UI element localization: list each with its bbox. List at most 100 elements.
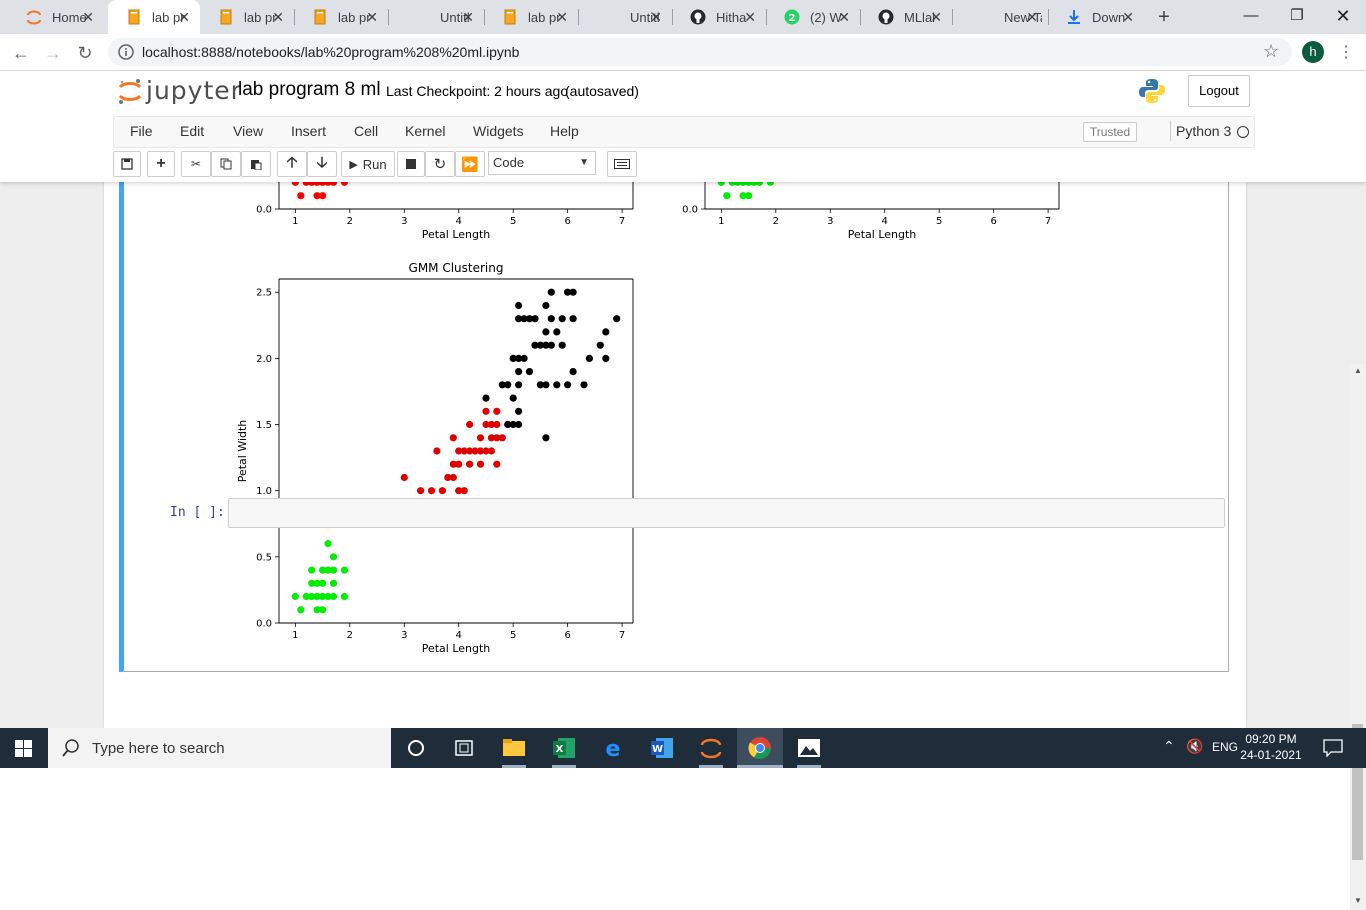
logout-button[interactable]: Logout xyxy=(1188,75,1250,107)
move-down-button[interactable]: 🡣 xyxy=(307,151,337,177)
minimize-window-button[interactable]: — xyxy=(1243,7,1259,24)
interrupt-button[interactable] xyxy=(397,151,425,177)
browser-menu-icon[interactable]: ⋮ xyxy=(1338,44,1354,61)
notifications-icon[interactable] xyxy=(1323,739,1343,757)
new-tab-button[interactable]: + xyxy=(1158,6,1170,28)
restore-window-button[interactable]: ❐ xyxy=(1290,7,1304,24)
browser-tab[interactable]: Down ✕ xyxy=(1048,0,1144,34)
tab-title: lab pr xyxy=(244,9,277,25)
jupyter-icon xyxy=(26,9,42,25)
jupyter-logo-icon[interactable] xyxy=(117,77,143,105)
file-explorer-icon[interactable] xyxy=(502,736,526,760)
restart-button[interactable]: ↻ xyxy=(425,151,455,177)
menu-cell[interactable]: Cell xyxy=(354,123,379,139)
address-bar[interactable]: localhost:8888/notebooks/lab%20program%2… xyxy=(108,38,1292,66)
menu-edit[interactable]: Edit xyxy=(180,123,205,139)
tab-close-icon[interactable]: ✕ xyxy=(1026,9,1038,25)
tab-close-icon[interactable]: ✕ xyxy=(462,9,474,25)
save-button[interactable] xyxy=(113,151,141,177)
paste-button[interactable] xyxy=(241,151,271,177)
points-group xyxy=(291,288,621,614)
browser-tab[interactable]: lab pr ✕ xyxy=(294,0,388,34)
menu-insert[interactable]: Insert xyxy=(291,123,327,139)
insert-cell-button[interactable]: + xyxy=(147,151,175,177)
autosave-status: (autosaved) xyxy=(565,83,639,99)
notebook-title[interactable]: lab program 8 ml xyxy=(238,79,381,100)
browser-tab[interactable]: lab pr ✕ xyxy=(108,0,200,34)
tab-close-icon[interactable]: ✕ xyxy=(838,9,850,25)
tab-close-icon[interactable]: ✕ xyxy=(556,9,568,25)
menu-widgets[interactable]: Widgets xyxy=(473,123,524,139)
move-up-button[interactable]: 🡡 xyxy=(277,151,307,177)
menu-view[interactable]: View xyxy=(233,123,264,139)
cut-button[interactable]: ✂ xyxy=(181,151,211,177)
browser-tab[interactable]: MLlal ✕ xyxy=(860,0,952,34)
browser-tab[interactable]: New Tab✕ xyxy=(952,0,1048,34)
jupyter-logo-text[interactable]: jupyter xyxy=(146,76,242,105)
browser-tab[interactable]: lab pr ✕ xyxy=(200,0,294,34)
run-button[interactable]: ▶ Run xyxy=(341,151,395,177)
task-view-icon[interactable] xyxy=(452,736,476,760)
command-palette-button[interactable] xyxy=(607,151,637,177)
browser-tab[interactable]: lab pr ✕ xyxy=(484,0,578,34)
browser-tab[interactable]: Home ✕ xyxy=(8,0,104,34)
forward-icon[interactable]: → xyxy=(44,43,62,63)
clock-date[interactable]: 24-01-2021 xyxy=(1240,748,1302,762)
show-hidden-icons-icon[interactable]: ⌃ xyxy=(1163,738,1175,754)
browser-tab[interactable]: Untitl ✕ xyxy=(388,0,484,34)
language-indicator[interactable]: ENG xyxy=(1212,740,1239,754)
tab-close-icon[interactable]: ✕ xyxy=(366,9,378,25)
tab-close-icon[interactable]: ✕ xyxy=(744,9,756,25)
scatter-point xyxy=(487,420,495,429)
tab-close-icon[interactable]: ✕ xyxy=(272,9,284,25)
scatter-point xyxy=(531,315,539,323)
browser-tab[interactable]: Untitl ✕ xyxy=(578,0,672,34)
trusted-indicator[interactable]: Trusted xyxy=(1083,122,1137,142)
tab-close-icon[interactable]: ✕ xyxy=(178,9,190,25)
back-icon[interactable]: ← xyxy=(12,43,30,63)
jupyter-app-icon[interactable] xyxy=(699,736,723,760)
tab-close-icon[interactable]: ✕ xyxy=(650,9,662,25)
menu-file[interactable]: File xyxy=(130,123,153,139)
volume-muted-icon[interactable]: 🔇 xyxy=(1186,738,1204,754)
cortana-icon[interactable] xyxy=(404,736,428,760)
scatter-point xyxy=(449,434,457,442)
tab-close-icon[interactable]: ✕ xyxy=(930,9,942,25)
menu-help[interactable]: Help xyxy=(550,123,579,139)
scatter-point xyxy=(482,420,490,429)
photos-icon[interactable] xyxy=(797,736,821,760)
browser-tab[interactable]: Hitha ✕ xyxy=(672,0,766,34)
profile-avatar[interactable]: h xyxy=(1302,41,1324,63)
browser-tab[interactable]: 2 (2) W ✕ xyxy=(766,0,860,34)
scatter-point xyxy=(542,381,550,389)
reload-icon[interactable]: ↻ xyxy=(77,43,93,63)
scatter-point xyxy=(493,460,501,468)
menu-kernel[interactable]: Kernel xyxy=(405,123,446,139)
tab-close-icon[interactable]: ✕ xyxy=(1122,9,1134,25)
scroll-down-icon[interactable]: ▼ xyxy=(1354,896,1362,905)
cell-type-select[interactable]: Code ▼ xyxy=(488,151,596,175)
taskbar-search-box[interactable]: Type here to search xyxy=(48,728,391,768)
close-window-button[interactable]: ✕ xyxy=(1335,6,1351,26)
clock-time[interactable]: 09:20 PM xyxy=(1245,732,1297,746)
tab-title: New Tab xyxy=(1004,9,1042,25)
tab-title: Untitl xyxy=(630,9,660,25)
edge-icon[interactable]: e xyxy=(601,736,625,760)
tab-close-icon[interactable]: ✕ xyxy=(82,9,94,25)
word-icon[interactable]: W xyxy=(650,736,674,760)
excel-icon[interactable]: X xyxy=(552,736,576,760)
empty-code-cell[interactable] xyxy=(228,498,1225,528)
selected-output-cell[interactable] xyxy=(119,182,1229,672)
restart-run-all-button[interactable]: ⏩ xyxy=(455,151,485,177)
y-tick-label: 2.0 xyxy=(256,354,272,365)
scatter-point xyxy=(493,434,501,442)
chrome-icon[interactable] xyxy=(748,736,772,760)
scroll-up-icon[interactable]: ▲ xyxy=(1354,366,1362,375)
kernel-name[interactable]: Python 3 xyxy=(1176,123,1232,139)
scatter-point xyxy=(302,182,310,186)
scatter-point xyxy=(329,182,338,186)
bookmark-star-icon[interactable]: ☆ xyxy=(1263,41,1280,61)
copy-button[interactable] xyxy=(211,151,241,177)
x-tick-label: 4 xyxy=(882,216,888,227)
windows-start-icon[interactable] xyxy=(15,740,32,757)
